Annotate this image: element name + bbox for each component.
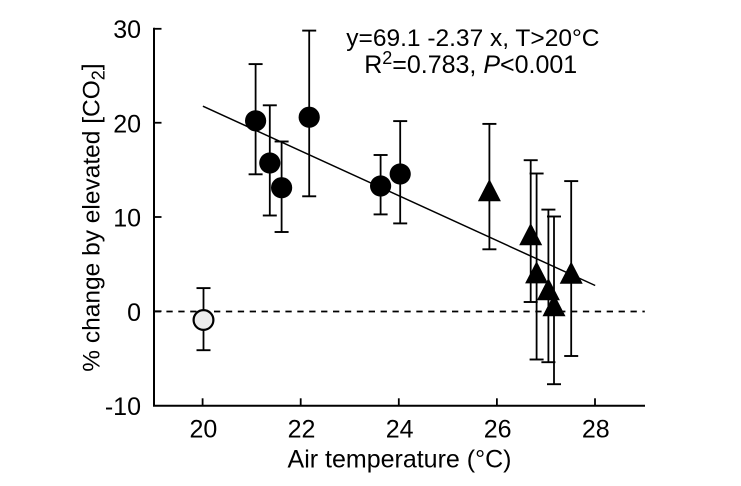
svg-text:R2=0.783, P<0.001: R2=0.783, P<0.001 [364, 48, 577, 79]
svg-text:0: 0 [127, 299, 141, 327]
svg-text:20: 20 [113, 110, 141, 138]
svg-text:20: 20 [189, 416, 217, 444]
svg-text:-10: -10 [105, 393, 141, 421]
svg-text:22: 22 [288, 416, 316, 444]
svg-text:24: 24 [386, 416, 414, 444]
svg-text:28: 28 [582, 416, 610, 444]
svg-text:30: 30 [113, 16, 141, 44]
svg-text:y=69.1 -2.37 x, T>20°C: y=69.1 -2.37 x, T>20°C [346, 25, 599, 52]
svg-text:10: 10 [113, 205, 141, 233]
svg-text:% change by elevated [CO2]: % change by elevated [CO2] [78, 63, 109, 371]
svg-text:26: 26 [484, 416, 512, 444]
svg-text:Air temperature (°C): Air temperature (°C) [288, 446, 512, 474]
